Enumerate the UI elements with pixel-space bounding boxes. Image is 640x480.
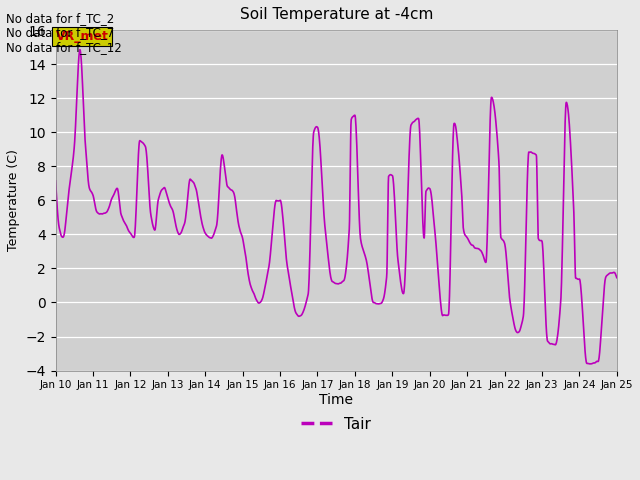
Text: No data for f_TC_12: No data for f_TC_12 [6,41,122,54]
Title: Soil Temperature at -4cm: Soil Temperature at -4cm [239,7,433,22]
Text: No data for f_TC_7: No data for f_TC_7 [6,26,115,39]
Y-axis label: Temperature (C): Temperature (C) [7,149,20,251]
Text: No data for f_TC_2: No data for f_TC_2 [6,12,115,25]
Legend: Tair: Tair [295,410,377,438]
Text: VR_met: VR_met [56,30,108,43]
X-axis label: Time: Time [319,393,353,407]
